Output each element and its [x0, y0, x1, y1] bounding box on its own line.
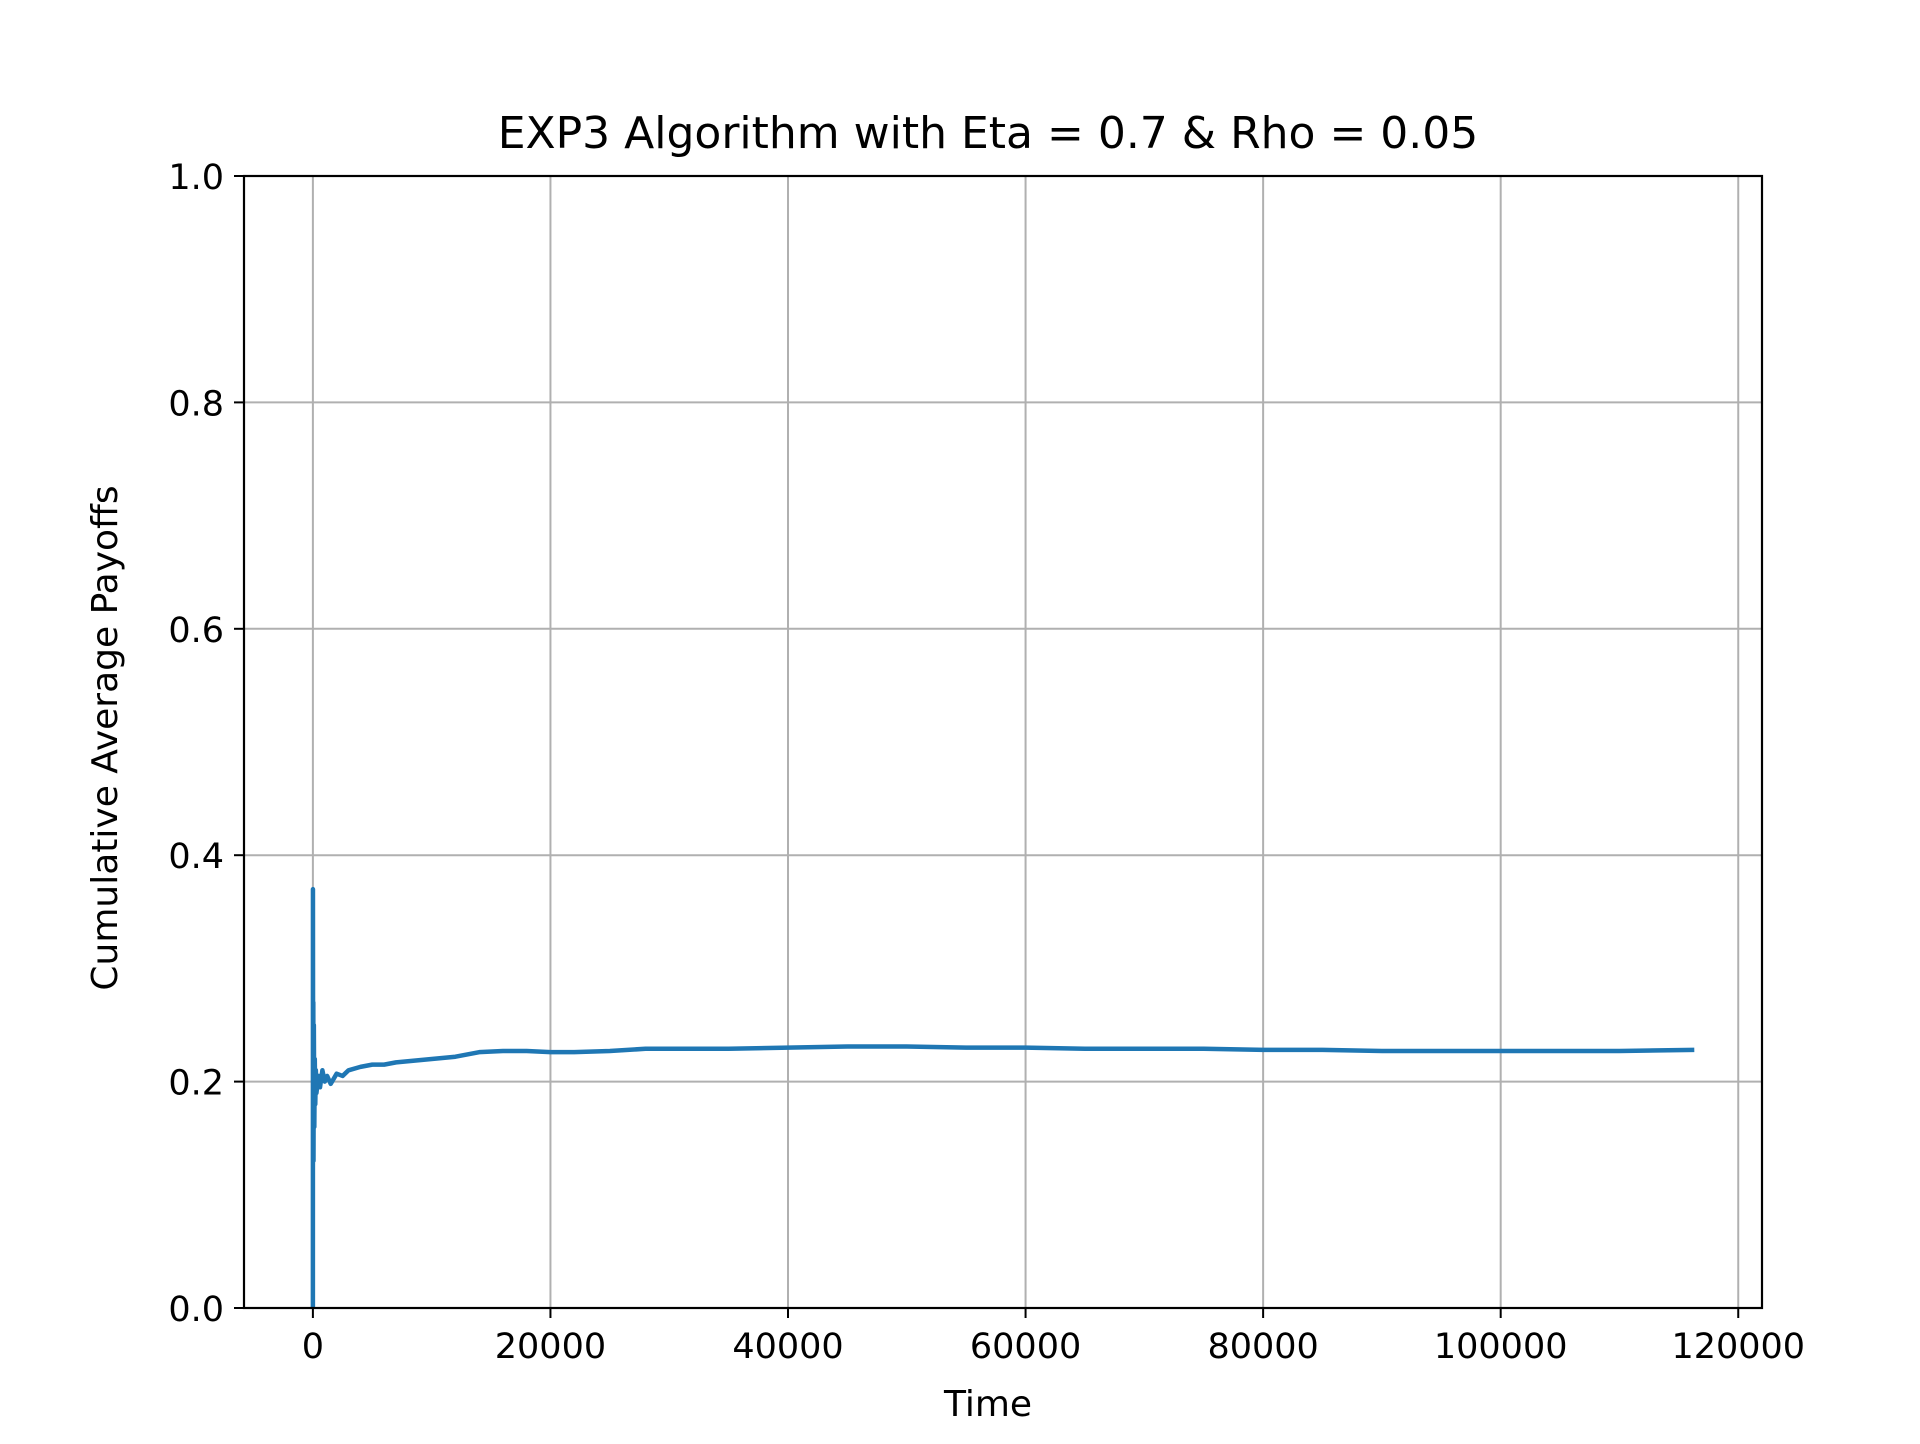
tick-layer: 0 20000 40000 60000 80000 100000 120000 0.0 0.2 0… [168, 158, 1805, 1367]
series-layer [310, 886, 1695, 1309]
x-tick-label-4: 80000 [1207, 1327, 1318, 1367]
axes-layer [242, 174, 1764, 1310]
y-tick-label-5: 1.0 [168, 158, 224, 198]
x-tick-label-5: 100000 [1434, 1327, 1568, 1367]
x-axis-label: Time [943, 1384, 1032, 1425]
x-tick-label-0: 0 [302, 1327, 324, 1367]
x-tick-label-2: 40000 [732, 1327, 843, 1367]
y-tick-label-1: 0.2 [168, 1064, 224, 1104]
y-axis-label: Cumulative Average Payoffs [85, 485, 126, 990]
x-tick-label-6: 120000 [1671, 1327, 1805, 1367]
y-tick-label-0: 0.0 [168, 1290, 224, 1330]
axes-frame [242, 174, 1764, 1310]
series-line-0 [310, 886, 1695, 1309]
chart-title: EXP3 Algorithm with Eta = 0.7 & Rho = 0.… [498, 108, 1479, 159]
y-tick-label-2: 0.4 [168, 837, 224, 877]
x-tick-label-3: 60000 [970, 1327, 1081, 1367]
y-tick-label-4: 0.8 [168, 384, 224, 424]
x-tick-label-1: 20000 [495, 1327, 606, 1367]
y-tick-label-3: 0.6 [168, 611, 224, 651]
